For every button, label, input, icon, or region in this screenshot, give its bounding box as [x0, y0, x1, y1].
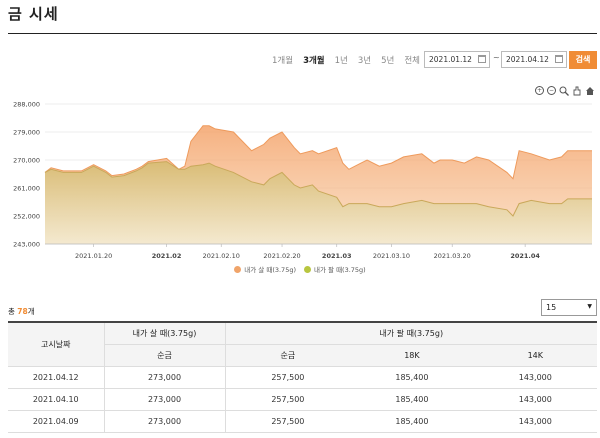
- period-tab[interactable]: 1년: [334, 56, 348, 66]
- chart-legend: 내가 살 때(3.75g) 내가 팔 때(3.75g): [0, 264, 600, 275]
- series-area: [45, 161, 592, 244]
- header-buy: 내가 살 때(3.75g): [103, 321, 225, 345]
- period-tab[interactable]: 5년: [381, 56, 395, 66]
- cell-k14: 143,000: [473, 388, 597, 411]
- period-selector: 1개월 3개월 1년 3년 5년 전체: [272, 54, 430, 68]
- calendar-icon[interactable]: [478, 55, 486, 63]
- cell-k14: 143,000: [473, 410, 597, 433]
- cell-date: 2021.04.12: [8, 366, 104, 389]
- y-tick-label: 261,000: [13, 185, 40, 193]
- series-line: [44, 125, 592, 180]
- title-divider: [8, 33, 597, 34]
- cell-date: 2021.04.09: [8, 410, 104, 433]
- subheader-18k: 18K: [350, 344, 474, 367]
- header-date: 고시날짜: [8, 321, 104, 367]
- y-tick-label: 252,000: [13, 213, 40, 221]
- calendar-icon[interactable]: [555, 55, 563, 63]
- legend-label: 내가 팔 때(3.75g): [314, 266, 366, 274]
- subheader-buy-pure: 순금: [103, 344, 225, 367]
- zoom-in-icon[interactable]: +: [535, 86, 544, 95]
- chart-toolbar: + −: [535, 86, 595, 96]
- page-size-select[interactable]: 15 ▼: [541, 299, 597, 316]
- series-line: [44, 161, 592, 217]
- period-tab[interactable]: 3년: [357, 56, 372, 66]
- legend-label: 내가 살 때(3.75g): [244, 266, 296, 274]
- y-tick-label: 279,000: [13, 129, 40, 137]
- legend-dot-icon: [304, 265, 311, 273]
- subheader-sell-pure: 순금: [224, 344, 351, 367]
- x-tick-label: 2021.04: [510, 252, 540, 260]
- x-tick-label: 2021.03.10: [373, 252, 410, 260]
- table-row: 2021.04.12 273,000 257,500 185,400 143,000: [8, 366, 597, 389]
- cell-date: 2021.04.10: [8, 388, 104, 411]
- table-row: 2021.04.10 273,000 257,500 185,400 143,000: [8, 388, 597, 411]
- cell-k18: 185,400: [350, 388, 474, 411]
- legend-item[interactable]: 내가 팔 때(3.75g): [304, 264, 366, 274]
- dropdown-arrow-icon: ▼: [587, 303, 592, 310]
- total-prefix: 총: [8, 307, 18, 316]
- cell-buy: 273,000: [103, 410, 225, 433]
- page-size-value: 15: [546, 303, 557, 312]
- y-tick-label: 243,000: [13, 241, 40, 249]
- cell-k18: 185,400: [350, 410, 474, 433]
- cell-k18: 185,400: [350, 366, 474, 389]
- subheader-14k: 14K: [473, 344, 597, 367]
- home-icon[interactable]: [585, 86, 595, 96]
- page-title: 금 시세: [8, 5, 59, 23]
- y-tick-label: 288,000: [13, 101, 40, 109]
- gold-price-chart: 288,000 279,000 270,000 261,000 252,000 243,0…: [13, 101, 592, 260]
- search-button[interactable]: 검색: [569, 51, 597, 69]
- x-tick-label: 2021.02.10: [203, 252, 240, 260]
- legend-dot-icon: [234, 265, 242, 273]
- legend-item[interactable]: 내가 살 때(3.75g): [234, 264, 296, 274]
- x-tick-label: 2021.02.20: [263, 252, 300, 260]
- cell-k14: 143,000: [473, 366, 597, 389]
- total-count: 총 78개: [8, 306, 35, 317]
- zoom-out-icon[interactable]: −: [547, 86, 556, 95]
- period-tab[interactable]: 3개월: [303, 56, 325, 66]
- cell-sell-pure: 257,500: [224, 366, 351, 389]
- period-tab[interactable]: 1개월: [272, 56, 294, 66]
- x-tick-label: 2021.01.20: [75, 252, 112, 260]
- price-table: 고시날짜 내가 살 때(3.75g) 내가 팔 때(3.75g) 순금 순금 1…: [8, 321, 597, 433]
- table-row: 2021.04.09 273,000 257,500 185,400 143,000: [8, 410, 597, 433]
- cell-buy: 273,000: [103, 388, 225, 411]
- end-date-input[interactable]: 2021.04.12: [501, 51, 567, 68]
- total-number: 78: [17, 307, 28, 316]
- date-range-separator: ~: [493, 53, 500, 62]
- pan-hand-icon[interactable]: [572, 86, 582, 96]
- x-tick-label: 2021.03.20: [434, 252, 471, 260]
- end-date-value: 2021.04.12: [506, 55, 549, 64]
- header-sell: 내가 팔 때(3.75g): [224, 321, 597, 345]
- x-tick-label: 2021.02: [152, 252, 182, 260]
- start-date-input[interactable]: 2021.01.12: [424, 51, 490, 68]
- x-tick-label: 2021.03: [322, 252, 352, 260]
- total-suffix: 개: [27, 307, 35, 316]
- y-tick-label: 270,000: [13, 157, 40, 165]
- cell-sell-pure: 257,500: [224, 388, 351, 411]
- period-tab[interactable]: 전체: [404, 56, 420, 66]
- cell-buy: 273,000: [103, 366, 225, 389]
- magnifier-icon[interactable]: [559, 86, 569, 96]
- cell-sell-pure: 257,500: [224, 410, 351, 433]
- start-date-value: 2021.01.12: [429, 55, 472, 64]
